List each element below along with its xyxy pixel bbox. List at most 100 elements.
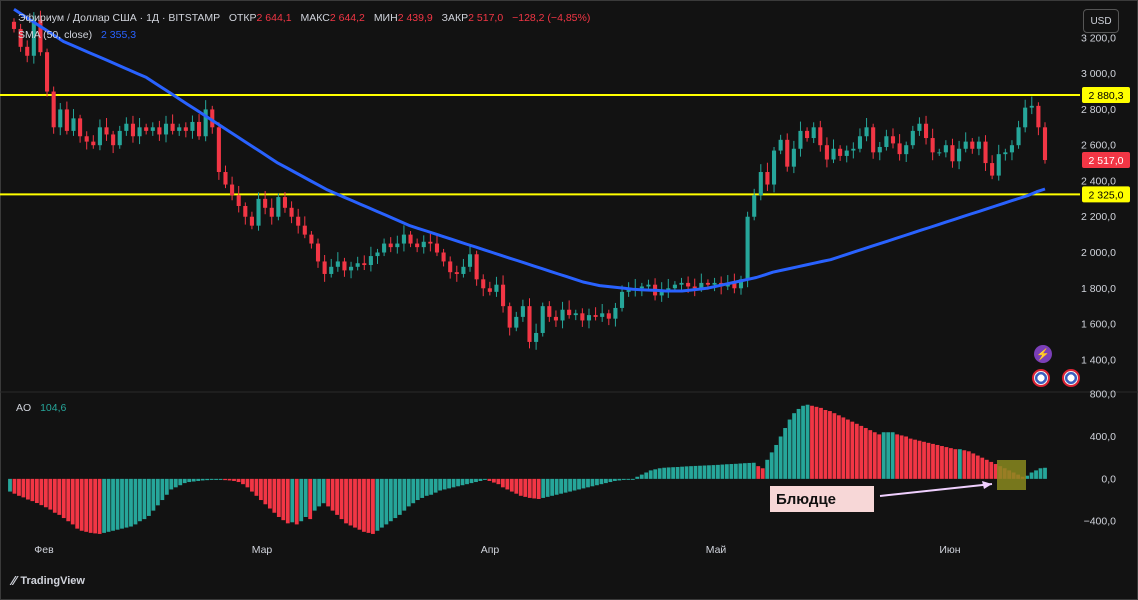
candle-body [560,309,565,321]
ao-bar [272,478,277,513]
candle-body [150,127,155,131]
ao-bar [702,465,707,479]
ao-bar [285,478,290,524]
ao-bar [792,413,796,479]
ao-bar [146,478,151,516]
last-price-tag [1082,152,1130,169]
candle-body [778,139,783,151]
ao-bar [577,478,581,490]
candle-body [957,148,962,162]
currency-button[interactable]: USD [1083,9,1119,33]
ao-bar [957,449,962,479]
ao-bar [733,463,738,479]
ao-bar [980,457,985,479]
ao-bar [805,404,810,479]
ao-bar [469,478,474,484]
ao-bar [940,446,944,479]
ao-bar [550,478,555,496]
candle-body [144,127,149,131]
price-tick-label: 2 600,0 [1081,140,1116,152]
candle-body [1009,145,1015,153]
ao-bar [881,432,886,479]
candle-body [606,313,611,319]
last-price-label: 2 517,0 [1088,155,1123,167]
ao-bar [205,478,210,481]
ao-bar [819,407,823,479]
ao-tick-label: 0,0 [1101,473,1116,485]
candle-body [917,123,922,131]
ao-bar [218,478,223,480]
candle-body [421,241,426,248]
candle-body [871,127,876,153]
candle-body [1016,127,1021,146]
candle-body [838,148,843,156]
candle-body [765,172,770,185]
ao-bar [97,478,102,534]
candle-body [626,290,631,292]
ao-bar [751,462,756,479]
ao-legend[interactable]: AO 104,6 [16,402,66,414]
lightning-icon[interactable]: ⚡ [1034,345,1052,363]
candle-body [183,127,188,131]
ao-bar [406,478,411,507]
ao-bar [836,415,841,479]
ao-bar [250,478,254,492]
ao-bar [200,478,205,481]
candle-body [672,284,677,289]
ao-bar [281,478,286,521]
ao-bar [259,478,263,501]
ao-bar [536,478,541,499]
candle-body [1003,152,1008,155]
price-tick-label: 1 400,0 [1081,354,1116,366]
us-flag-icon[interactable] [1062,369,1080,387]
sma-legend[interactable]: SMA (50, close) 2 355,3 [18,29,136,41]
ao-bar [93,478,98,534]
candle-body [970,141,975,149]
candle-body [890,136,896,144]
ao-bar [371,478,375,534]
price-tick-label: 2 200,0 [1081,211,1116,223]
open-label: ОТКР [228,12,257,24]
candle-body [84,136,89,142]
ao-bar [913,439,917,479]
candle-body [177,127,182,131]
price-tick-label: 2 000,0 [1081,247,1116,259]
candle-body [639,286,644,289]
x-tick-label: Май [706,544,727,556]
tradingview-logo[interactable]: ⁄⁄ TradingView [12,573,85,588]
ao-bar [769,452,774,479]
candle-body [130,123,136,137]
candle-body [243,206,248,217]
candle-body [38,20,43,53]
symbol-title: Эфириум / Доллар США · 1Д · BITSTAMP [18,12,220,24]
candle-body [441,252,446,262]
candle-body [163,123,169,135]
ao-bar [841,417,846,479]
ao-bar [276,478,281,517]
candle-body [25,46,30,56]
us-flag-icon[interactable] [1032,369,1050,387]
ao-bar [353,478,357,528]
ao-bar [362,478,366,532]
ao-bar [599,478,604,485]
candle-body [897,143,902,155]
ao-bar [384,478,389,525]
ao-bar [581,478,586,489]
ao-bar [886,432,891,479]
ao-bar [26,478,30,500]
candle-body [877,146,882,153]
candle-body [349,266,354,271]
ao-bar [890,432,895,479]
ao-bar [541,478,546,498]
candle-body [474,254,479,280]
ao-bar [465,478,469,485]
candle-body [18,28,23,47]
ao-bar [178,478,183,486]
ao-bar [366,478,371,533]
candle-body [428,241,433,244]
ao-bar [675,466,680,479]
ao-bar [595,478,599,486]
ao-bar [500,478,505,488]
ao-bar [496,478,501,485]
